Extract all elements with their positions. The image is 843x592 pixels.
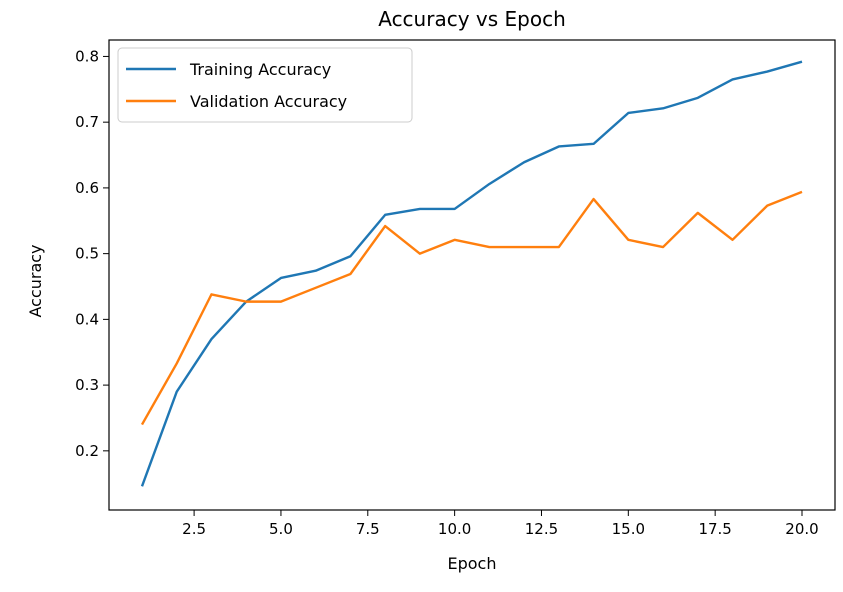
y-tick-label: 0.6 — [75, 179, 99, 197]
y-axis-label: Accuracy — [26, 244, 45, 317]
series-line-training-accuracy — [140, 60, 803, 487]
x-tick-label: 15.0 — [612, 520, 645, 538]
y-tick-label: 0.4 — [75, 310, 99, 328]
axes-frame — [108, 39, 836, 511]
y-tick-label: 0.2 — [75, 442, 99, 460]
series-line-validation-accuracy — [140, 190, 803, 426]
x-tick-label: 10.0 — [438, 520, 471, 538]
x-tick-label: 12.5 — [525, 520, 558, 538]
y-tick-label: 0.8 — [75, 47, 99, 65]
legend: Training Accuracy Validation Accuracy — [117, 47, 413, 123]
x-axis: 2.5 5.0 7.5 10.0 12.5 15.0 17.5 20.0 — [182, 510, 819, 538]
x-tick-label: 5.0 — [269, 520, 293, 538]
legend-label: Training Accuracy — [189, 60, 331, 79]
x-tick-label: 17.5 — [698, 520, 731, 538]
chart-title: Accuracy vs Epoch — [378, 7, 566, 31]
y-axis: 0.2 0.3 0.4 0.5 0.6 0.7 0.8 — [75, 47, 109, 460]
x-tick-label: 7.5 — [356, 520, 380, 538]
x-tick-label: 2.5 — [182, 520, 206, 538]
y-tick-label: 0.7 — [75, 113, 99, 131]
legend-label: Validation Accuracy — [190, 92, 347, 111]
x-tick-label: 20.0 — [785, 520, 818, 538]
legend-box — [117, 47, 413, 123]
x-axis-label: Epoch — [448, 554, 497, 573]
y-tick-label: 0.5 — [75, 245, 99, 263]
y-tick-label: 0.3 — [75, 376, 99, 394]
plot-area — [140, 60, 803, 487]
